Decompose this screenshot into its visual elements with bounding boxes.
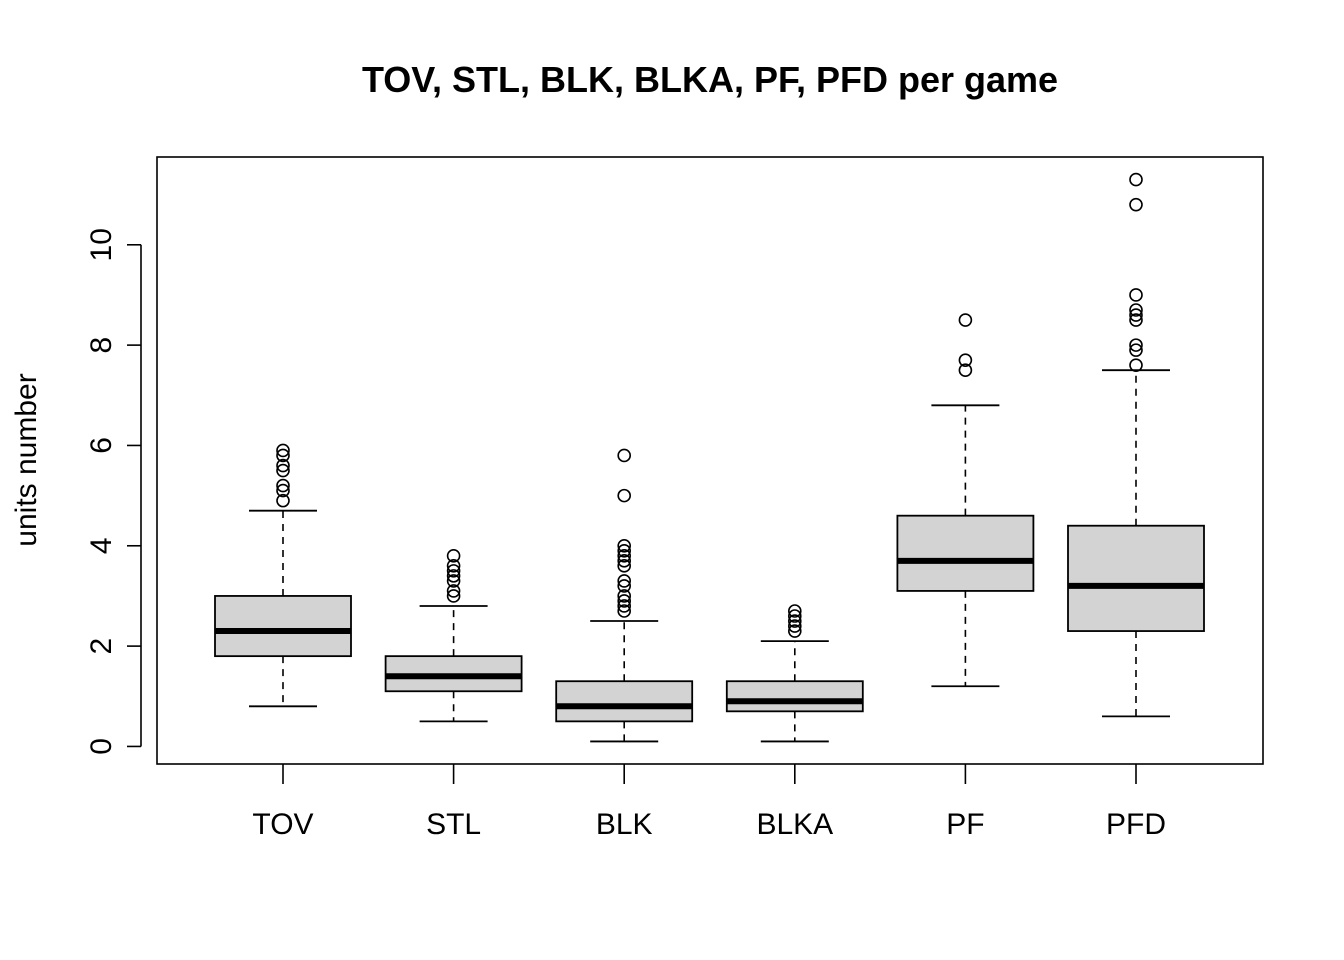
y-tick-label: 8 bbox=[85, 337, 118, 354]
y-tick-label: 10 bbox=[85, 228, 118, 261]
outlier-point bbox=[617, 538, 632, 553]
outlier-point bbox=[617, 574, 632, 588]
y-tick-label: 4 bbox=[85, 537, 118, 554]
outlier-point bbox=[276, 483, 290, 498]
plot-frame bbox=[156, 156, 1264, 765]
box-pf bbox=[896, 514, 1035, 592]
box-tov bbox=[214, 595, 352, 658]
outlier-point bbox=[276, 493, 290, 508]
outlier-point bbox=[787, 614, 802, 628]
outlier-point bbox=[276, 448, 290, 463]
outlier-point bbox=[787, 604, 802, 618]
outlier-point bbox=[1129, 343, 1143, 357]
x-tick-label: PF bbox=[946, 808, 984, 841]
outlier-point bbox=[617, 554, 632, 568]
outlier-point bbox=[617, 604, 632, 618]
outlier-point bbox=[617, 543, 632, 558]
outlier-point bbox=[958, 363, 973, 378]
outlier-point bbox=[787, 619, 802, 633]
outlier-point bbox=[276, 463, 290, 478]
x-tick-label: STL bbox=[426, 808, 481, 841]
outlier-point bbox=[617, 488, 632, 503]
outlier-point bbox=[617, 599, 632, 613]
plot-area: 0 2 4 6 8 10 TOV STL BLK BLKA PF PFD bbox=[85, 156, 1264, 841]
box-blka bbox=[725, 680, 864, 713]
outlier-point bbox=[617, 589, 632, 603]
outlier-point bbox=[1129, 197, 1143, 212]
outlier-point bbox=[787, 624, 802, 638]
outlier-point bbox=[446, 574, 461, 588]
outlier-point bbox=[1129, 172, 1143, 187]
x-tick-label: BLK bbox=[596, 808, 653, 841]
outlier-point bbox=[1129, 288, 1143, 302]
outlier-point bbox=[1129, 303, 1143, 317]
y-tick-label: 0 bbox=[85, 738, 118, 755]
outlier-point bbox=[1129, 313, 1143, 327]
outlier-point bbox=[276, 443, 290, 458]
outlier-point bbox=[1129, 308, 1143, 322]
outlier-point bbox=[276, 478, 290, 493]
outlier-point bbox=[446, 559, 461, 573]
x-tick-label: PFD bbox=[1106, 808, 1166, 841]
x-tick-label: BLKA bbox=[756, 808, 833, 841]
outlier-point bbox=[446, 564, 461, 578]
x-tick-label: TOV bbox=[252, 808, 313, 841]
outlier-point bbox=[1129, 358, 1143, 372]
outlier-point bbox=[617, 549, 632, 563]
outlier-point bbox=[446, 589, 461, 603]
outlier-point bbox=[1129, 338, 1143, 352]
outlier-point bbox=[617, 594, 632, 608]
outlier-point bbox=[446, 569, 461, 583]
chart-title: TOV, STL, BLK, BLKA, PF, PFD per game bbox=[362, 59, 1058, 100]
y-tick-label: 6 bbox=[85, 437, 118, 454]
y-axis-label: units number bbox=[10, 373, 43, 546]
outlier-point bbox=[617, 559, 632, 573]
outlier-point bbox=[446, 584, 461, 598]
outlier-point bbox=[276, 458, 290, 473]
outlier-point bbox=[617, 448, 632, 463]
y-tick-label: 2 bbox=[85, 638, 118, 655]
outlier-point bbox=[958, 313, 973, 327]
outlier-point bbox=[617, 579, 632, 593]
box-blk bbox=[555, 680, 694, 723]
outlier-point bbox=[787, 609, 802, 623]
outlier-point bbox=[958, 353, 973, 367]
box-pfd bbox=[1067, 524, 1205, 632]
outlier-point bbox=[446, 549, 461, 563]
